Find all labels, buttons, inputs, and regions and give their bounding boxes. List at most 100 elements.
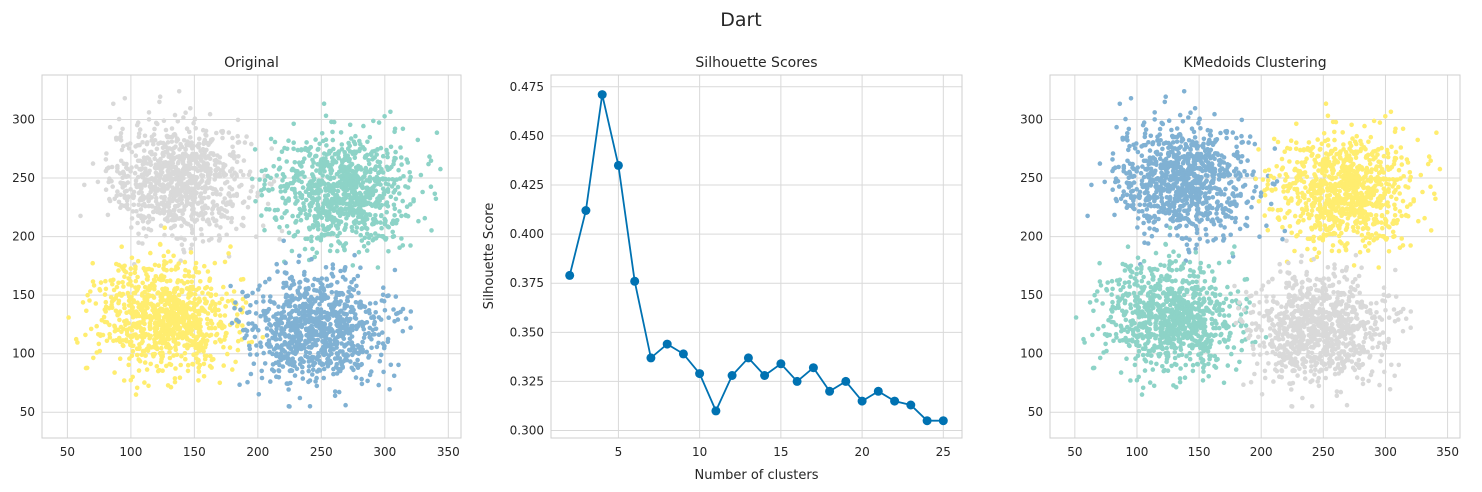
scatter-point [160, 309, 166, 314]
scatter-point [111, 287, 117, 293]
scatter-point [107, 322, 112, 328]
scatter-point [393, 149, 398, 155]
scatter-point [385, 224, 391, 229]
scatter-point [371, 322, 377, 327]
scatter-point [321, 233, 327, 238]
grid [1050, 75, 1460, 438]
scatter-point [355, 324, 361, 330]
scatter-point [1097, 161, 1103, 166]
scatter-point [380, 186, 386, 191]
scatter-point [1249, 204, 1254, 210]
scatter-point [357, 190, 363, 196]
scatter-point [359, 376, 364, 382]
scatter-point [359, 361, 365, 367]
scatter-point [371, 118, 376, 124]
scatter-point [140, 280, 145, 286]
silhouette-point [678, 349, 688, 359]
scatter-point [1170, 140, 1176, 145]
scatter-point [251, 361, 257, 367]
scatter-point [1182, 208, 1187, 214]
scatter-point [146, 383, 151, 389]
scatter-point [243, 300, 249, 305]
scatter-point [1362, 244, 1368, 249]
scatter-point [248, 303, 253, 308]
scatter-point [302, 314, 307, 320]
scatter-point [221, 284, 226, 290]
scatter-point [330, 129, 335, 135]
x-tick-label: 5 [615, 445, 623, 459]
scatter-point [117, 317, 122, 323]
scatter-point [257, 177, 262, 182]
scatter-point [138, 189, 143, 195]
scatter-point [1194, 176, 1199, 182]
scatter-point [405, 185, 411, 190]
scatter-point [193, 265, 198, 271]
scatter-point [308, 204, 314, 209]
scatter-point [364, 178, 369, 183]
scatter-point [245, 310, 250, 316]
scatter-point [134, 385, 140, 391]
scatter-point [320, 223, 326, 228]
scatter-point [1365, 248, 1371, 253]
scatter-point [164, 308, 170, 313]
scatter-point [207, 140, 213, 145]
scatter-point [301, 201, 306, 206]
scatter-point [199, 200, 205, 205]
scatter-point [133, 178, 139, 184]
scatter-point [311, 328, 317, 334]
scatter-point [1244, 215, 1250, 221]
scatter-point [120, 175, 125, 180]
scatter-point [122, 195, 128, 200]
scatter-point [204, 316, 210, 322]
scatter-point [1121, 165, 1127, 171]
scatter-point [225, 298, 231, 304]
scatter-point [342, 266, 348, 271]
scatter-point [364, 231, 370, 236]
scatter-point [125, 166, 130, 172]
scatter-point [373, 231, 378, 236]
scatter-point [286, 387, 291, 392]
scatter-point [1134, 141, 1139, 146]
scatter-point [242, 335, 247, 341]
scatter-point [237, 184, 242, 189]
scatter-point [1363, 146, 1368, 152]
cluster-teal [249, 101, 443, 272]
scatter-point [297, 190, 303, 196]
scatter-point [313, 137, 318, 142]
scatter-point [169, 267, 174, 273]
scatter-point [263, 167, 268, 173]
scatter-point [1189, 221, 1194, 226]
scatter-point [1166, 189, 1172, 194]
scatter-point [1393, 206, 1398, 212]
scatter-point [1180, 184, 1185, 190]
scatter-point [185, 362, 191, 368]
scatter-point [268, 175, 274, 181]
scatter-point [1130, 188, 1136, 194]
scatter-point [1264, 186, 1270, 191]
scatter-point [395, 184, 401, 190]
scatter-point [1336, 233, 1342, 239]
scatter-point [1142, 231, 1147, 237]
scatter-point [136, 131, 142, 136]
scatter-point [1231, 169, 1237, 174]
scatter-point [323, 113, 329, 119]
scatter-point [259, 192, 265, 198]
scatter-point [181, 247, 186, 253]
scatter-point [240, 200, 246, 206]
scatter-point [168, 165, 173, 171]
scatter-point [356, 163, 361, 169]
scatter-point [1218, 130, 1223, 136]
scatter-point [241, 223, 246, 229]
scatter-point [201, 361, 207, 367]
scatter-point [301, 204, 307, 210]
scatter-point [321, 366, 327, 372]
scatter-point [323, 193, 328, 199]
scatter-point [171, 207, 176, 213]
scatter-point [154, 195, 159, 201]
scatter-point [219, 186, 224, 192]
scatter-point [1146, 219, 1152, 224]
scatter-point [299, 164, 304, 169]
scatter-point [228, 283, 233, 289]
panel-title-original: Original [224, 55, 279, 71]
